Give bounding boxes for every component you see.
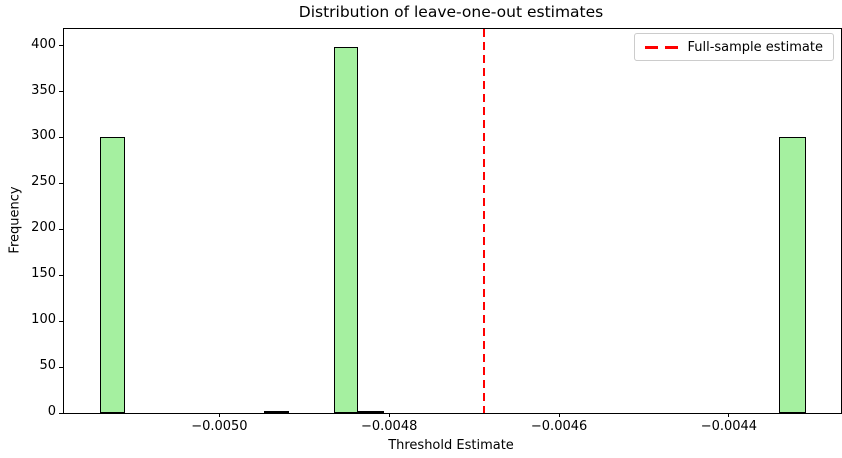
y-tick-label: 150 xyxy=(31,266,56,282)
x-tick xyxy=(558,413,560,417)
y-tick xyxy=(59,182,63,184)
y-tick xyxy=(59,228,63,230)
y-tick xyxy=(59,274,63,276)
y-tick-label: 100 xyxy=(31,312,56,328)
y-tick xyxy=(59,45,63,46)
y-tick-label: 200 xyxy=(31,220,56,236)
x-tick xyxy=(388,413,390,417)
y-tick xyxy=(59,366,63,368)
full-sample-line xyxy=(483,29,486,413)
x-axis-label: Threshold Estimate xyxy=(388,438,514,453)
y-tick-label: 50 xyxy=(39,358,56,374)
legend-label: Full-sample estimate xyxy=(687,39,823,55)
histogram-bar xyxy=(264,411,290,413)
x-tick-label: −0.0046 xyxy=(530,419,588,434)
chart-title: Distribution of leave-one-out estimates xyxy=(298,3,604,21)
y-tick-label: 0 xyxy=(47,404,56,419)
plot-area: −0.0050 −0.0048 −0.0046 −0.0044 xyxy=(59,28,842,434)
y-tick-label: 400 xyxy=(31,36,56,52)
histogram-bar xyxy=(358,411,385,413)
y-axis-label: Frequency xyxy=(7,186,23,254)
y-tick-label: 300 xyxy=(31,128,56,144)
histogram-bar xyxy=(334,47,359,413)
y-tick xyxy=(59,320,63,322)
x-tick-label: −0.0044 xyxy=(700,419,758,434)
dashed-line-icon xyxy=(645,45,679,49)
y-tick xyxy=(59,412,63,414)
x-tick-label: −0.0048 xyxy=(360,419,418,434)
x-tick xyxy=(728,413,730,417)
histogram-bar xyxy=(99,137,125,413)
legend: Full-sample estimate xyxy=(634,33,834,61)
y-tick-label: 350 xyxy=(31,82,56,98)
x-tick-label: −0.0050 xyxy=(191,419,248,434)
y-tick xyxy=(59,136,63,138)
x-tick xyxy=(218,413,220,417)
histogram-bar xyxy=(778,137,806,413)
y-tick-label: 250 xyxy=(31,174,56,190)
y-tick xyxy=(59,91,63,92)
